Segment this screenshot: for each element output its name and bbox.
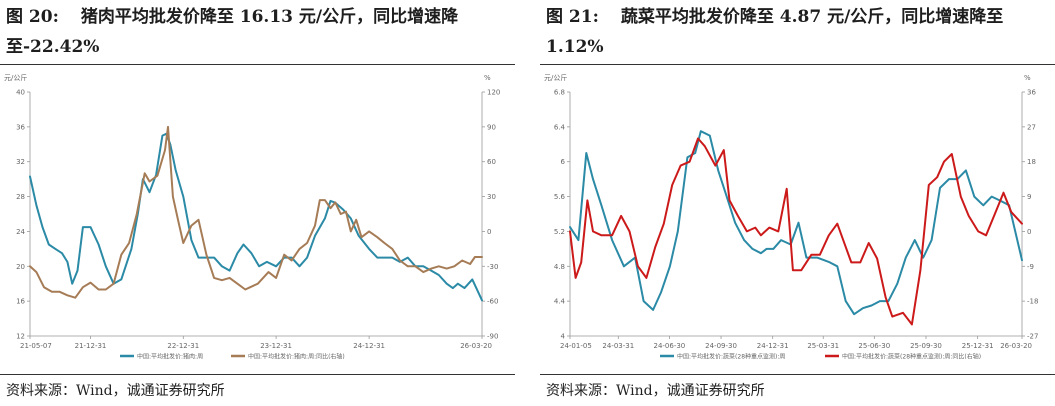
left-y-tick-label: 24 (16, 228, 25, 236)
right-y-tick-label: 30 (487, 193, 496, 201)
right-y-tick-label: 18 (1027, 158, 1036, 166)
right-y-tick-label: 0 (1027, 228, 1031, 236)
figure-20: 图 20: 猪肉平均批发价降至 16.13 元/公斤，同比增速降至-22.42% … (0, 0, 515, 406)
source-divider (0, 374, 515, 375)
left-y-tick-label: 20 (16, 263, 25, 271)
x-tick-label: 26-03-20 (1000, 342, 1032, 350)
left-axis-unit: 元/公斤 (4, 73, 27, 82)
x-tick-label: 24-12-31 (353, 342, 385, 350)
x-tick-label: 21-12-31 (75, 342, 107, 350)
right-axis-unit: % (1024, 74, 1031, 82)
source-note: 资料来源：Wind，诚通证券研究所 (6, 383, 225, 399)
left-y-tick-label: 4 (561, 333, 566, 341)
left-y-tick-label: 32 (16, 158, 25, 166)
figure-title-text: 蔬菜平均批发价降至 4.87 元/公斤，同比增速降至 1.12% (546, 7, 1004, 57)
x-tick-label: 24-12-31 (757, 342, 789, 350)
left-y-tick-label: 4.4 (554, 298, 566, 306)
right-y-tick-label: 27 (1027, 123, 1036, 131)
right-y-tick-label: -30 (487, 263, 498, 271)
right-y-tick-label: -90 (487, 333, 498, 341)
series-line-price (569, 130, 1023, 316)
left-y-tick-label: 36 (16, 123, 25, 131)
x-tick-label: 25-06-30 (858, 342, 890, 350)
x-tick-label: 25-03-31 (807, 342, 839, 350)
x-tick-label: 24-03-31 (602, 342, 634, 350)
right-y-tick-label: -18 (1027, 298, 1038, 306)
right-y-tick-label: 0 (487, 228, 491, 236)
figure-title: 图 20: 猪肉平均批发价降至 16.13 元/公斤，同比增速降至-22.42% (6, 2, 511, 62)
right-y-tick-label: -60 (487, 298, 498, 306)
x-tick-label: 22-12-31 (167, 342, 199, 350)
left-y-tick-label: 5.2 (554, 228, 565, 236)
x-tick-label: 24-01-05 (560, 342, 592, 350)
left-y-tick-label: 4.8 (554, 263, 565, 271)
left-y-tick-label: 5.6 (554, 193, 566, 201)
left-y-tick-label: 12 (16, 333, 25, 341)
left-y-tick-label: 16 (16, 298, 25, 306)
legend-label: 中国:平均批发价:猪肉:周:同比(右轴) (248, 353, 345, 361)
x-tick-label: 25-09-30 (910, 342, 942, 350)
figure-title-text: 猪肉平均批发价降至 16.13 元/公斤，同比增速降至-22.42% (6, 7, 459, 57)
x-tick-label: 24-06-30 (653, 342, 685, 350)
figure-title: 图 21: 蔬菜平均批发价降至 4.87 元/公斤，同比增速降至 1.12% (546, 2, 1051, 62)
right-axis-unit: % (484, 74, 491, 82)
right-y-tick-label: 120 (487, 89, 500, 97)
source-divider (540, 374, 1055, 375)
right-y-tick-label: -27 (1027, 333, 1038, 341)
right-y-tick-label: 90 (487, 123, 496, 131)
series-line-price (29, 132, 483, 302)
x-tick-label: 23-12-31 (260, 342, 292, 350)
right-y-tick-label: -9 (1027, 263, 1034, 271)
source-note: 资料来源：Wind，诚通证券研究所 (546, 383, 765, 399)
series-line-yoy (569, 137, 1023, 326)
vegetable-price-chart: 元/公斤 % 4 4.4 4.8 5.2 5.6 6 6.4 6.8 -27 -18 -9 0 9 18 27 3… (544, 73, 1038, 361)
left-y-tick-label: 6.8 (554, 89, 565, 97)
x-tick-label: 21-05-07 (20, 342, 52, 350)
right-y-tick-label: 9 (1027, 193, 1031, 201)
figure-number: 图 20: (6, 7, 59, 27)
title-divider (540, 64, 1055, 65)
pork-price-chart: 元/公斤 % 12 16 20 24 28 32 36 40 -90 -60 -30 0 30 60 90 120… (4, 73, 500, 361)
right-y-tick-label: 60 (487, 158, 496, 166)
left-axis-unit: 元/公斤 (544, 73, 567, 82)
left-y-tick-label: 28 (16, 193, 25, 201)
title-divider (0, 64, 515, 65)
figure-number: 图 21: (546, 7, 599, 27)
left-y-tick-label: 6.4 (554, 123, 566, 131)
left-y-tick-label: 40 (16, 89, 25, 97)
x-tick-label: 24-09-30 (705, 342, 737, 350)
legend-label: 中国:平均批发价:蔬菜(28种重点监测):周 (677, 353, 785, 361)
x-tick-label: 26-03-20 (460, 342, 492, 350)
x-tick-label: 25-12-31 (962, 342, 994, 350)
legend-label: 中国:平均批发价:猪肉:周 (137, 353, 203, 361)
figure-21: 图 21: 蔬菜平均批发价降至 4.87 元/公斤，同比增速降至 1.12% 元/… (540, 0, 1055, 406)
right-y-tick-label: 36 (1027, 89, 1036, 97)
series-line-yoy (29, 125, 483, 299)
left-y-tick-label: 6 (561, 158, 566, 166)
legend-label: 中国:平均批发价:蔬菜(28种重点监测):周:同比(右轴) (842, 353, 981, 361)
